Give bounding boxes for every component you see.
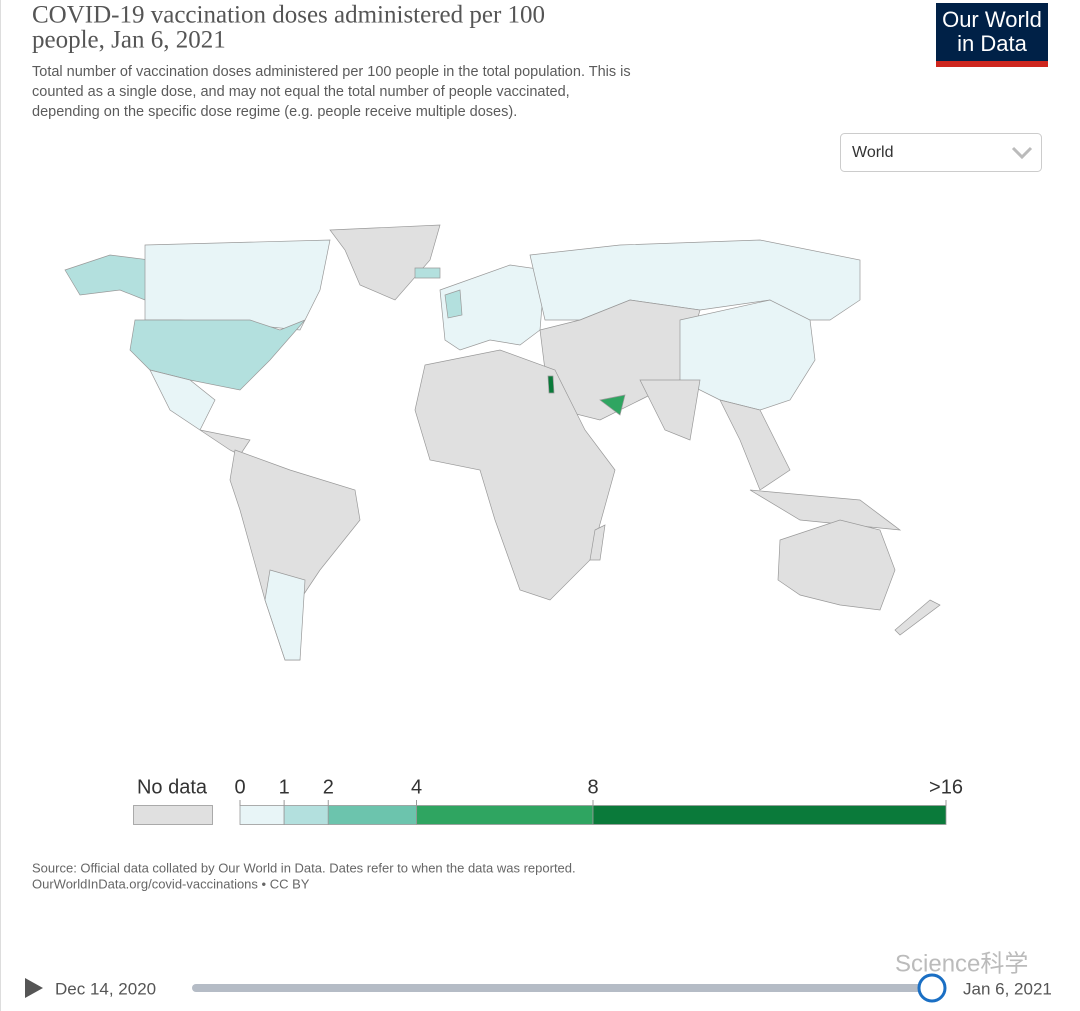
timeline: Dec 14, 2020 Jan 6, 2021 xyxy=(25,973,1052,1003)
country[interactable] xyxy=(777,519,896,611)
legend-tick-label: 1 xyxy=(279,776,290,798)
legend-bin xyxy=(283,805,329,825)
country[interactable] xyxy=(599,394,626,416)
legend-tick-label: 8 xyxy=(587,776,598,798)
source: Source: Official data collated by Our Wo… xyxy=(32,860,576,875)
no-data-swatch xyxy=(133,805,213,825)
country[interactable] xyxy=(547,375,555,394)
title-line: people, Jan 6, 2021 xyxy=(32,27,226,54)
country[interactable] xyxy=(414,349,616,601)
legend-tick-label: 0 xyxy=(234,776,245,798)
legend-tick-label: 2 xyxy=(323,776,334,798)
legend: No data 0 1 2 4 8 >16 xyxy=(133,776,963,825)
country[interactable] xyxy=(414,267,441,279)
timeline-track xyxy=(192,984,932,992)
subtitle-line: Total number of vaccination doses admini… xyxy=(32,64,631,80)
country[interactable] xyxy=(679,299,816,411)
region-select[interactable]: World xyxy=(840,133,1042,172)
timeline-knob[interactable] xyxy=(917,973,947,1003)
legend-tick-label: 4 xyxy=(411,776,422,798)
country[interactable] xyxy=(329,224,441,301)
subtitle-line: counted as a single dose, and may not eq… xyxy=(32,84,570,100)
timeline-start: Dec 14, 2020 xyxy=(55,979,156,998)
country[interactable] xyxy=(264,569,306,661)
country[interactable] xyxy=(749,489,902,531)
title-line: COVID-19 vaccination doses administered … xyxy=(32,2,545,29)
map xyxy=(64,224,941,661)
country[interactable] xyxy=(64,254,151,301)
play-button[interactable] xyxy=(25,978,43,998)
country[interactable] xyxy=(529,239,861,321)
no-data-label: No data xyxy=(137,776,208,798)
legend-bin xyxy=(416,805,594,825)
country[interactable] xyxy=(719,399,791,491)
country[interactable] xyxy=(144,239,331,331)
country[interactable] xyxy=(894,599,941,636)
legend-tick-label: >16 xyxy=(929,776,963,798)
logo[interactable]: Our World in Data xyxy=(936,3,1048,67)
country[interactable] xyxy=(444,289,463,319)
logo-text: in Data xyxy=(957,31,1027,56)
select-box xyxy=(840,133,1042,172)
legend-bin xyxy=(327,805,417,825)
country[interactable] xyxy=(129,319,306,391)
select-value: World xyxy=(852,144,894,161)
logo-text: Our World xyxy=(942,7,1042,32)
watermark: Science科学 xyxy=(895,950,1028,977)
country[interactable] xyxy=(589,524,606,561)
logo-strip xyxy=(936,61,1048,67)
subtitle-line: depending on the specific dose regime (e… xyxy=(32,104,517,120)
legend-bin xyxy=(239,805,285,825)
country[interactable] xyxy=(149,369,216,431)
source-link[interactable]: OurWorldInData.org/covid-vaccinations • … xyxy=(32,876,310,891)
country[interactable] xyxy=(639,379,701,441)
select-arrow xyxy=(1011,146,1033,160)
country[interactable] xyxy=(199,429,251,456)
logo-box xyxy=(936,3,1048,63)
legend-bin xyxy=(592,805,947,825)
timeline-end: Jan 6, 2021 xyxy=(963,979,1052,998)
country[interactable] xyxy=(439,264,546,351)
